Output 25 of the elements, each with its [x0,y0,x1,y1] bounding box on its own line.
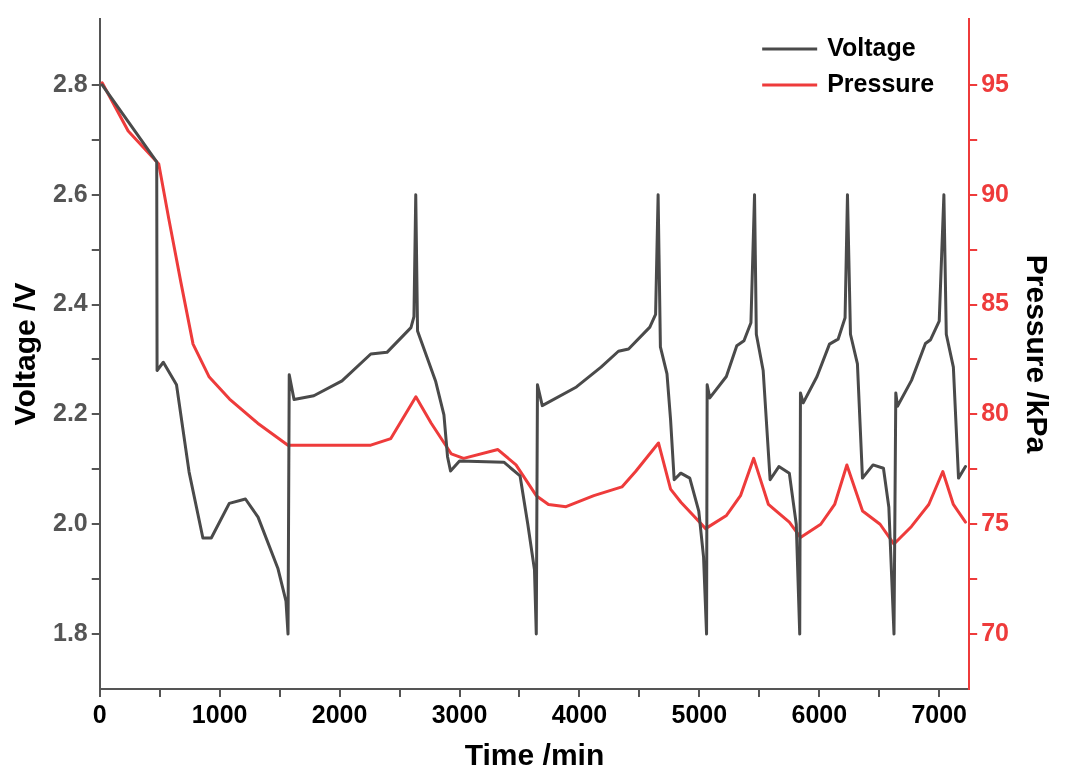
y-tick-label: 2.8 [52,68,88,97]
legend-label: Voltage [827,32,916,61]
x-tick-label: 5000 [671,699,728,728]
y-axis-title: Voltage /V [8,282,42,426]
y-tick-label: 2.6 [52,178,88,207]
x-tick-label: 4000 [551,699,608,728]
y-tick-label: 2.4 [52,288,88,317]
y2-tick-label: 95 [981,68,1010,97]
x-tick-label: 0 [92,699,107,728]
y-tick-label: 2.2 [52,398,88,427]
x-tick-label: 6000 [791,699,848,728]
x-tick-label: 3000 [431,699,488,728]
x-tick-label: 2000 [311,699,368,728]
y2-tick-label: 85 [981,288,1010,317]
y2-tick-label: 75 [981,508,1010,537]
y-tick-label: 1.8 [52,617,88,646]
y2-tick-label: 90 [981,178,1009,207]
x-axis-title: Time /min [464,738,605,772]
x-tick-label: 1000 [191,699,248,728]
x-tick-label: 7000 [911,699,968,728]
y2-tick-label: 70 [981,617,1009,646]
legend-label: Pressure [827,68,935,97]
y2-axis-title: Pressure /kPa [1020,254,1054,454]
y-tick-label: 2.0 [52,508,88,537]
y2-tick-label: 80 [981,398,1009,427]
